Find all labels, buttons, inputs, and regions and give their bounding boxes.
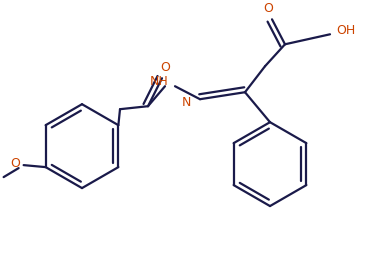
Text: N: N — [182, 96, 191, 109]
Text: O: O — [160, 61, 170, 74]
Text: O: O — [11, 157, 21, 170]
Text: NH: NH — [150, 75, 168, 88]
Text: O: O — [263, 2, 273, 15]
Text: OH: OH — [336, 24, 356, 37]
